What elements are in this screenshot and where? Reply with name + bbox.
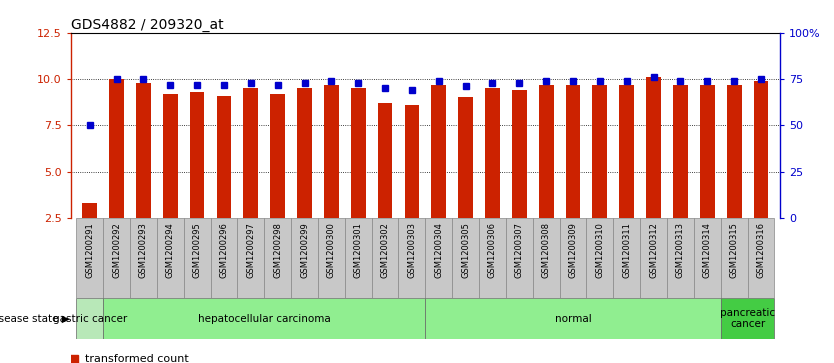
Text: GSM1200293: GSM1200293: [139, 222, 148, 278]
Bar: [586, 218, 613, 298]
Text: GSM1200311: GSM1200311: [622, 222, 631, 278]
Text: GSM1200306: GSM1200306: [488, 222, 497, 278]
Text: GSM1200309: GSM1200309: [569, 222, 577, 278]
Bar: [291, 218, 318, 298]
Text: GSM1200303: GSM1200303: [408, 222, 416, 278]
Bar: [641, 218, 667, 298]
Bar: [244, 88, 259, 218]
Bar: [512, 90, 527, 218]
Bar: [76, 218, 103, 298]
Text: gastric cancer: gastric cancer: [53, 314, 127, 323]
Bar: [163, 94, 178, 218]
Bar: [270, 94, 285, 218]
Bar: [425, 218, 452, 298]
Text: GSM1200313: GSM1200313: [676, 222, 685, 278]
Bar: [646, 77, 661, 218]
Bar: [189, 92, 204, 218]
Bar: [324, 85, 339, 218]
Bar: [103, 298, 425, 339]
Bar: [378, 103, 393, 218]
Text: hepatocellular carcinoma: hepatocellular carcinoma: [198, 314, 330, 323]
Bar: [620, 85, 634, 218]
Bar: [560, 218, 586, 298]
Text: GSM1200312: GSM1200312: [649, 222, 658, 278]
Bar: [183, 218, 210, 298]
Bar: [694, 218, 721, 298]
Bar: [592, 85, 607, 218]
Bar: [83, 203, 97, 218]
Text: GSM1200304: GSM1200304: [435, 222, 443, 278]
Text: GSM1200294: GSM1200294: [166, 222, 175, 278]
Bar: [344, 218, 372, 298]
Bar: [136, 83, 151, 218]
Text: GSM1200305: GSM1200305: [461, 222, 470, 278]
Bar: [372, 218, 399, 298]
Text: GSM1200291: GSM1200291: [85, 222, 94, 278]
Bar: [109, 79, 124, 218]
Bar: [452, 218, 479, 298]
Bar: [539, 85, 554, 218]
Bar: [76, 298, 103, 339]
Text: normal: normal: [555, 314, 591, 323]
Bar: [217, 95, 231, 218]
Bar: [458, 98, 473, 218]
Text: GSM1200315: GSM1200315: [730, 222, 739, 278]
Bar: [479, 218, 506, 298]
Text: GSM1200292: GSM1200292: [112, 222, 121, 278]
Bar: [399, 218, 425, 298]
Bar: [431, 85, 446, 218]
Bar: [754, 81, 768, 218]
Bar: [318, 218, 344, 298]
Text: GDS4882 / 209320_at: GDS4882 / 209320_at: [71, 18, 224, 32]
Text: GSM1200308: GSM1200308: [541, 222, 550, 278]
Bar: [667, 218, 694, 298]
Text: GSM1200295: GSM1200295: [193, 222, 202, 278]
Text: GSM1200298: GSM1200298: [274, 222, 282, 278]
Text: GSM1200314: GSM1200314: [703, 222, 711, 278]
Bar: [565, 85, 580, 218]
Bar: [533, 218, 560, 298]
Bar: [157, 218, 183, 298]
Bar: [506, 218, 533, 298]
Bar: [425, 298, 721, 339]
Bar: [700, 85, 715, 218]
Bar: [726, 85, 741, 218]
Text: GSM1200301: GSM1200301: [354, 222, 363, 278]
Text: disease state ▶: disease state ▶: [0, 314, 70, 323]
Text: transformed count: transformed count: [85, 354, 188, 363]
Bar: [673, 85, 688, 218]
Bar: [264, 218, 291, 298]
Bar: [297, 88, 312, 218]
Bar: [351, 88, 365, 218]
Text: GSM1200300: GSM1200300: [327, 222, 336, 278]
Text: pancreatic
cancer: pancreatic cancer: [720, 308, 775, 329]
Text: GSM1200296: GSM1200296: [219, 222, 229, 278]
Bar: [130, 218, 157, 298]
Bar: [485, 88, 500, 218]
Text: GSM1200297: GSM1200297: [246, 222, 255, 278]
Bar: [238, 218, 264, 298]
Text: GSM1200302: GSM1200302: [380, 222, 389, 278]
Bar: [721, 298, 775, 339]
Text: GSM1200307: GSM1200307: [515, 222, 524, 278]
Text: GSM1200299: GSM1200299: [300, 222, 309, 278]
Bar: [721, 218, 747, 298]
Bar: [210, 218, 238, 298]
Bar: [613, 218, 641, 298]
Bar: [404, 105, 420, 218]
Text: GSM1200310: GSM1200310: [595, 222, 605, 278]
Bar: [103, 218, 130, 298]
Bar: [747, 218, 775, 298]
Text: GSM1200316: GSM1200316: [756, 222, 766, 278]
